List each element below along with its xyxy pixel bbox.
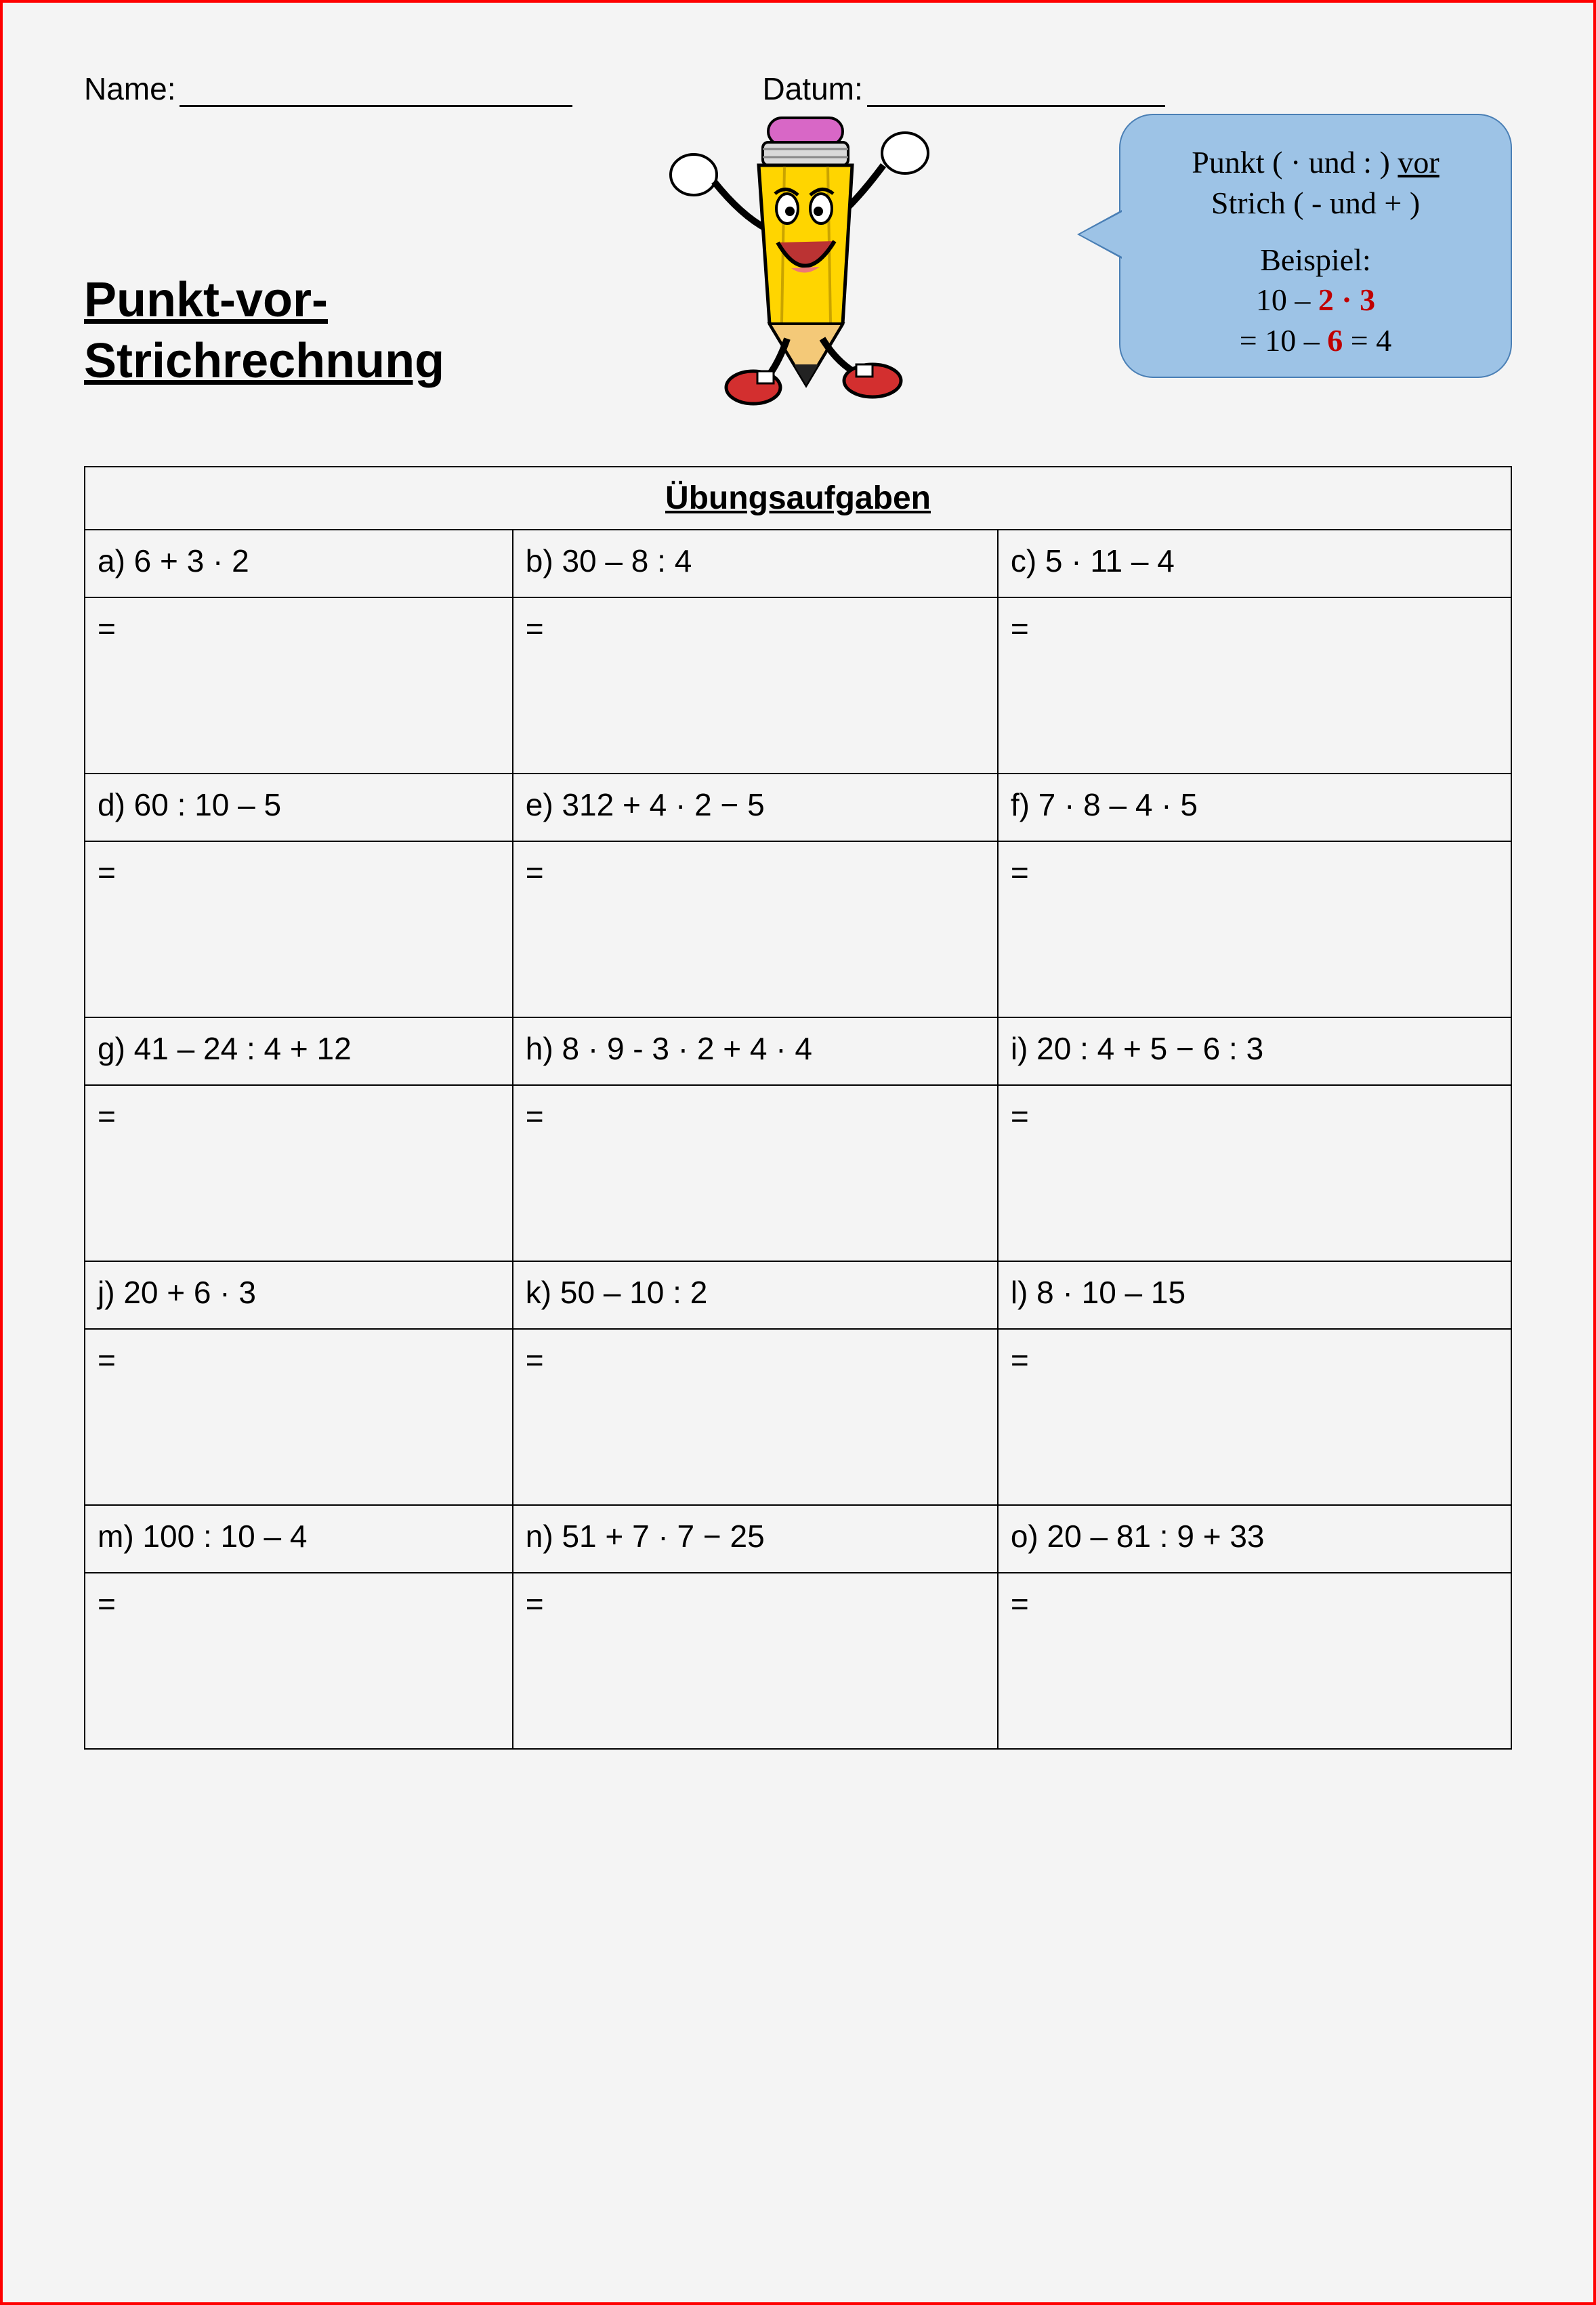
table-row: = = = bbox=[85, 1573, 1511, 1749]
answer-cell[interactable]: = bbox=[85, 1329, 513, 1505]
answer-cell[interactable]: = bbox=[513, 1085, 998, 1261]
bubble-rule-line-2: Strich ( - und + ) bbox=[1141, 183, 1490, 224]
exercise-tbody: a) 6 + 3 · 2 b) 30 – 8 : 4 c) 5 · 11 – 4… bbox=[85, 530, 1511, 1749]
table-row: d) 60 : 10 – 5 e) 312 + 4 · 2 − 5 f) 7 ·… bbox=[85, 774, 1511, 841]
answer-cell[interactable]: = bbox=[513, 1329, 998, 1505]
name-label: Name: bbox=[84, 70, 175, 107]
problem-cell: i) 20 : 4 + 5 − 6 : 3 bbox=[998, 1017, 1511, 1085]
answer-cell[interactable]: = bbox=[85, 1573, 513, 1749]
bubble-rule-line-1: Punkt ( · und : ) vor bbox=[1141, 142, 1490, 183]
answer-cell[interactable]: = bbox=[998, 841, 1511, 1017]
answer-cell[interactable]: = bbox=[998, 1085, 1511, 1261]
title-line-2: Strichrechnung bbox=[84, 334, 444, 388]
table-row: j) 20 + 6 · 3 k) 50 – 10 : 2 l) 8 · 10 –… bbox=[85, 1261, 1511, 1329]
problem-cell: n) 51 + 7 · 7 − 25 bbox=[513, 1505, 998, 1573]
table-row: = = = bbox=[85, 597, 1511, 774]
bubble-example-row-2: = 10 – 6 = 4 bbox=[1141, 320, 1490, 361]
table-row: = = = bbox=[85, 841, 1511, 1017]
table-row: = = = bbox=[85, 1329, 1511, 1505]
problem-cell: h) 8 · 9 - 3 · 2 + 4 · 4 bbox=[513, 1017, 998, 1085]
answer-cell[interactable]: = bbox=[513, 597, 998, 774]
problem-cell: b) 30 – 8 : 4 bbox=[513, 530, 998, 597]
problem-cell: a) 6 + 3 · 2 bbox=[85, 530, 513, 597]
worksheet-title: Punkt-vor- Strichrechnung bbox=[84, 270, 444, 392]
problem-cell: m) 100 : 10 – 4 bbox=[85, 1505, 513, 1573]
problem-cell: c) 5 · 11 – 4 bbox=[998, 530, 1511, 597]
bubble-example-label: Beispiel: bbox=[1141, 240, 1490, 280]
problem-cell: k) 50 – 10 : 2 bbox=[513, 1261, 998, 1329]
problem-cell: f) 7 · 8 – 4 · 5 bbox=[998, 774, 1511, 841]
name-input-line[interactable] bbox=[180, 76, 572, 107]
pencil-mascot-icon bbox=[639, 100, 951, 412]
worksheet-page: Name: Datum: Punkt-vor- Strichrechnung bbox=[0, 0, 1596, 2305]
table-header: Übungsaufgaben bbox=[85, 467, 1511, 530]
table-row: = = = bbox=[85, 1085, 1511, 1261]
table-row: m) 100 : 10 – 4 n) 51 + 7 · 7 − 25 o) 20… bbox=[85, 1505, 1511, 1573]
table-row: a) 6 + 3 · 2 b) 30 – 8 : 4 c) 5 · 11 – 4 bbox=[85, 530, 1511, 597]
title-line-1: Punkt-vor- bbox=[84, 273, 328, 327]
hint-speech-bubble: Punkt ( · und : ) vor Strich ( - und + )… bbox=[1119, 114, 1512, 378]
problem-cell: g) 41 – 24 : 4 + 12 bbox=[85, 1017, 513, 1085]
answer-cell[interactable]: = bbox=[998, 597, 1511, 774]
answer-cell[interactable]: = bbox=[998, 1329, 1511, 1505]
problem-cell: j) 20 + 6 · 3 bbox=[85, 1261, 513, 1329]
answer-cell[interactable]: = bbox=[85, 1085, 513, 1261]
name-field: Name: bbox=[84, 70, 572, 107]
table-row: g) 41 – 24 : 4 + 12 h) 8 · 9 - 3 · 2 + 4… bbox=[85, 1017, 1511, 1085]
answer-cell[interactable]: = bbox=[85, 597, 513, 774]
problem-cell: l) 8 · 10 – 15 bbox=[998, 1261, 1511, 1329]
problem-cell: o) 20 – 81 : 9 + 33 bbox=[998, 1505, 1511, 1573]
title-area: Punkt-vor- Strichrechnung bbox=[84, 188, 1512, 446]
problem-cell: e) 312 + 4 · 2 − 5 bbox=[513, 774, 998, 841]
answer-cell[interactable]: = bbox=[85, 841, 513, 1017]
answer-cell[interactable]: = bbox=[998, 1573, 1511, 1749]
exercise-table: Übungsaufgaben a) 6 + 3 · 2 b) 30 – 8 : … bbox=[84, 466, 1512, 1750]
problem-cell: d) 60 : 10 – 5 bbox=[85, 774, 513, 841]
answer-cell[interactable]: = bbox=[513, 1573, 998, 1749]
bubble-example-row-1: 10 – 2 · 3 bbox=[1141, 280, 1490, 320]
answer-cell[interactable]: = bbox=[513, 841, 998, 1017]
